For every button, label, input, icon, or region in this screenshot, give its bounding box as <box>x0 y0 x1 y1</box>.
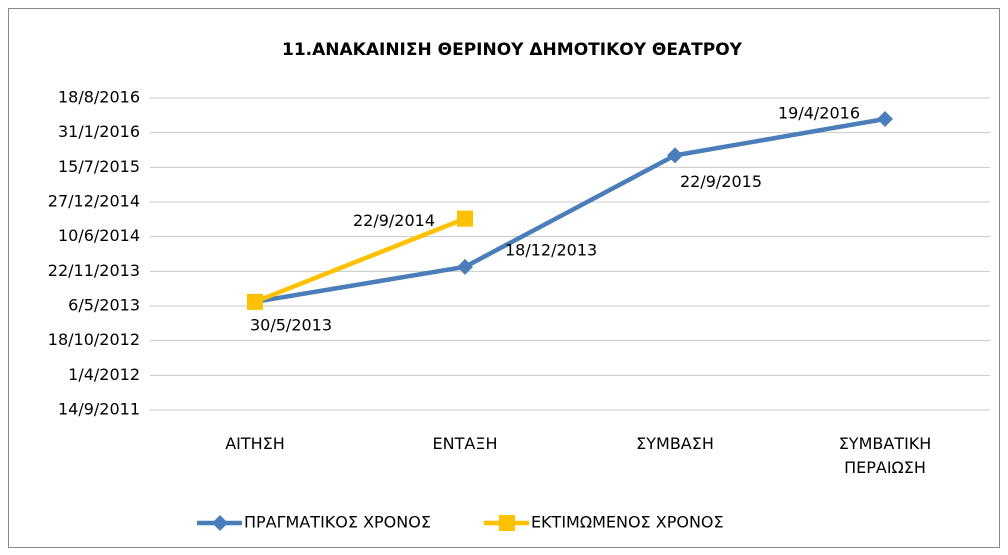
x-tick-label: ΑΙΤΗΣΗ <box>225 434 285 453</box>
data-point <box>457 210 473 227</box>
data-point <box>667 147 683 164</box>
series-line <box>254 116 886 305</box>
legend-marker <box>212 515 228 531</box>
data-label: 19/4/2016 <box>778 103 860 122</box>
data-label: 22/9/2014 <box>353 211 435 230</box>
y-tick-label: 31/1/2016 <box>58 122 140 141</box>
legend-label: ΠΡΑΓΜΑΤΙΚΟΣ ΧΡΟΝΟΣ <box>244 513 431 532</box>
y-tick-label: 18/8/2016 <box>58 88 140 107</box>
series-line <box>254 216 466 304</box>
data-point <box>457 258 473 275</box>
x-tick-label: ΕΝΤΑΞΗ <box>432 434 498 453</box>
y-tick-label: 10/6/2014 <box>58 226 140 245</box>
data-point <box>247 293 263 310</box>
data-label: 22/9/2015 <box>680 172 762 191</box>
y-tick-label: 1/4/2012 <box>68 365 140 384</box>
y-tick-label: 22/11/2013 <box>48 261 140 280</box>
chart-title: 11.ΑΝΑΚΑΙΝΙΣΗ ΘΕΡΙΝΟΥ ΔΗΜΟΤΙΚΟΥ ΘΕΑΤΡΟΥ <box>282 40 743 60</box>
legend-label: ΕΚΤΙΜΩΜΕΝΟΣ ΧΡΟΝΟΣ <box>531 513 724 532</box>
data-label: 30/5/2013 <box>250 315 332 334</box>
y-tick-label: 27/12/2014 <box>48 192 140 211</box>
y-tick-label: 18/10/2012 <box>48 330 140 349</box>
y-tick-label: 6/5/2013 <box>68 296 140 315</box>
legend-marker <box>498 515 515 531</box>
y-tick-label: 15/7/2015 <box>58 157 140 176</box>
data-point <box>877 110 893 127</box>
x-tick-label: ΣΥΜΒΑΤΙΚΗ ΠΕΡΑΙΩΣΗ <box>838 434 932 477</box>
y-tick-label: 14/9/2011 <box>58 400 140 419</box>
x-tick-label: ΣΥΜΒΑΣΗ <box>636 434 714 453</box>
data-label: 18/12/2013 <box>505 240 597 259</box>
